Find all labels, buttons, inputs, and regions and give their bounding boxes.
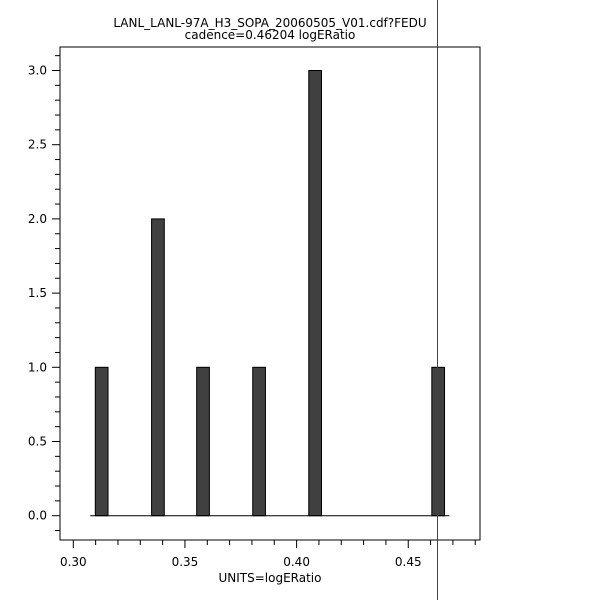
y-tick-label: 2.5 xyxy=(28,138,47,152)
x-tick-label: 0.35 xyxy=(172,555,199,569)
histogram-bar xyxy=(94,366,109,517)
chart-subtitle: cadence=0.46204 logERatio xyxy=(185,28,356,42)
x-axis-label: UNITS=logERatio xyxy=(219,571,322,585)
x-tick-label: 0.30 xyxy=(60,555,87,569)
histogram-bar xyxy=(308,70,322,517)
y-tick-label: 1.0 xyxy=(28,360,47,374)
chart-title: LANL_LANL-97A_H3_SOPA_20060505_V01.cdf?F… xyxy=(113,16,426,30)
x-tick-label: 0.45 xyxy=(395,555,422,569)
plot-frame xyxy=(59,46,481,541)
y-tick-label: 2.0 xyxy=(28,212,47,226)
y-tick-label: 0.0 xyxy=(28,509,47,523)
histogram-bar xyxy=(196,366,210,517)
y-tick-label: 0.5 xyxy=(28,435,47,449)
histogram-bar xyxy=(431,366,446,517)
y-tick-label: 3.0 xyxy=(28,64,47,78)
histogram-bar xyxy=(151,218,165,517)
histogram-bar xyxy=(252,366,266,517)
y-tick-label: 1.5 xyxy=(28,286,47,300)
x-tick-label: 0.40 xyxy=(283,555,310,569)
